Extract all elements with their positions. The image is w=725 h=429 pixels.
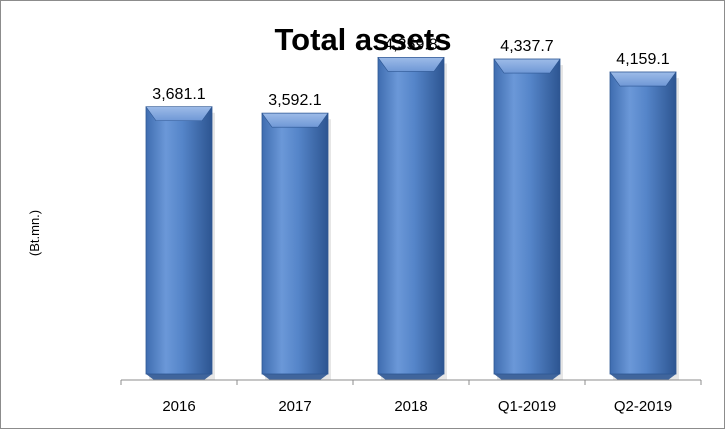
y-axis-label: (Bt.mn.) xyxy=(27,210,42,256)
bar-2018 xyxy=(377,57,447,381)
bar-body xyxy=(377,57,445,375)
chart-title: Total assets xyxy=(275,22,452,57)
x-tick-label: 2016 xyxy=(162,398,195,415)
labels-layer: 3,681.1 2016 3,592.1 2017 4,359.8 2018 4,337.7… xyxy=(152,36,672,415)
bar-body xyxy=(145,106,213,375)
bars-layer xyxy=(145,57,679,381)
data-label: 4,359.8 xyxy=(384,36,437,53)
bar-base-bevel xyxy=(146,374,212,380)
x-tick-label: Q2-2019 xyxy=(614,398,672,415)
x-axis-ticks xyxy=(120,380,702,385)
bar-body xyxy=(493,58,561,375)
bar-2016 xyxy=(145,106,215,380)
bar-top-bevel xyxy=(377,57,445,72)
x-tick-label: 2018 xyxy=(394,398,427,415)
bar-base-bevel xyxy=(262,374,328,380)
data-label: 4,159.1 xyxy=(616,51,669,68)
bar-base-bevel xyxy=(494,374,560,380)
bar-q1-2019 xyxy=(493,58,563,380)
bar-top-bevel xyxy=(261,112,329,128)
bar-top-bevel xyxy=(609,71,677,87)
bar-base-bevel xyxy=(610,374,676,380)
x-tick-label: 2017 xyxy=(278,398,311,415)
data-label: 3,592.1 xyxy=(268,92,321,109)
bar-top-bevel xyxy=(145,106,213,122)
bar-2017 xyxy=(261,112,331,381)
data-label: 4,337.7 xyxy=(500,38,553,55)
bar-body xyxy=(261,112,329,375)
x-tick-label: Q1-2019 xyxy=(498,398,556,415)
bar-base-bevel xyxy=(378,374,444,380)
bar-body xyxy=(609,71,677,375)
bar-top-bevel xyxy=(493,58,561,74)
data-label: 3,681.1 xyxy=(152,86,205,103)
bar-q2-2019 xyxy=(609,71,679,380)
